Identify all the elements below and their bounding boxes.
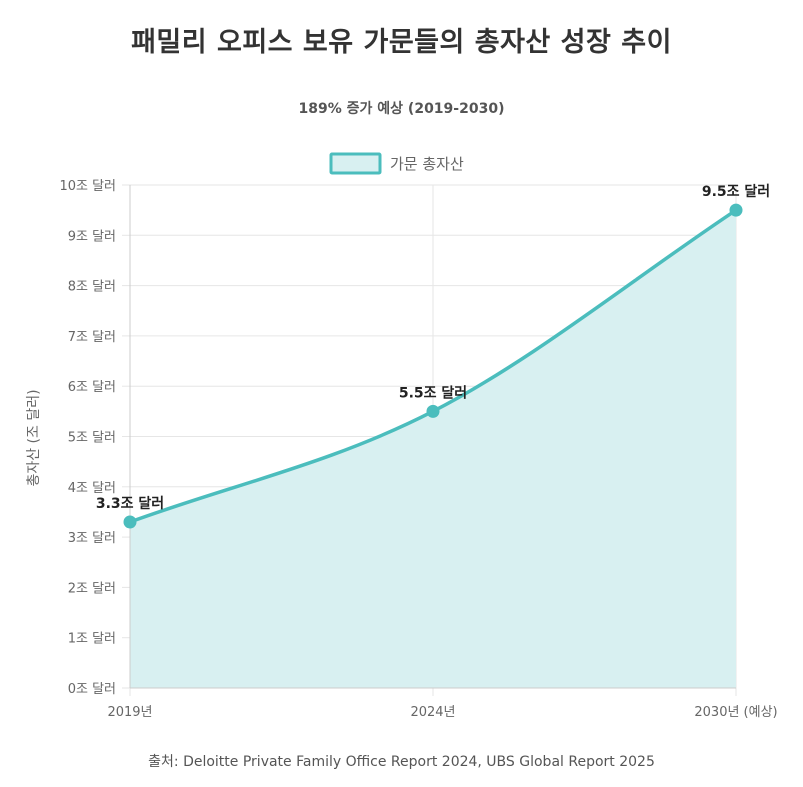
data-label: 3.3조 달러 bbox=[96, 496, 164, 512]
data-points bbox=[123, 203, 743, 529]
y-tick-label: 4조 달러 bbox=[68, 481, 116, 496]
y-tick-label: 8조 달러 bbox=[68, 280, 116, 295]
y-tick-label: 7조 달러 bbox=[68, 330, 116, 345]
y-tick-label: 0조 달러 bbox=[68, 682, 116, 697]
legend-swatch[interactable] bbox=[329, 152, 382, 175]
y-tick-label: 3조 달러 bbox=[68, 531, 116, 546]
data-label: 9.5조 달러 bbox=[702, 184, 770, 200]
x-tick-label: 2024년 bbox=[410, 705, 455, 720]
y-axis-title: 총자산 (조 달러) bbox=[26, 389, 42, 486]
data-point[interactable] bbox=[729, 203, 743, 217]
legend[interactable]: 가문 총자산 bbox=[329, 152, 464, 175]
x-tick-label: 2019년 bbox=[107, 705, 152, 720]
y-tick-label: 5조 달러 bbox=[68, 431, 116, 446]
data-label: 5.5조 달러 bbox=[399, 385, 467, 401]
y-tick-label: 1조 달러 bbox=[68, 632, 116, 647]
data-labels: 3.3조 달러 5.5조 달러 9.5조 달러 bbox=[96, 184, 770, 512]
data-point[interactable] bbox=[123, 515, 137, 529]
y-tick-label: 10조 달러 bbox=[59, 179, 116, 194]
x-tick-labels: 2019년 2024년 2030년 (예상) bbox=[107, 705, 777, 720]
legend-label[interactable]: 가문 총자산 bbox=[390, 155, 464, 173]
y-tick-label: 9조 달러 bbox=[68, 229, 116, 244]
y-tick-labels: 0조 달러 1조 달러 2조 달러 3조 달러 4조 달러 5조 달러 6조 달러 7조 달러… bbox=[59, 179, 116, 697]
series-area-fill bbox=[130, 210, 736, 688]
chart-subtitle: 189% 증가 예상 (2019-2030) bbox=[298, 101, 505, 117]
data-point[interactable] bbox=[426, 404, 440, 418]
source-note: 출처: Deloitte Private Family Office Repor… bbox=[148, 754, 655, 770]
chart-title: 패밀리 오피스 보유 가문들의 총자산 성장 추이 bbox=[131, 27, 672, 58]
axes bbox=[129, 185, 736, 689]
y-tick-label: 2조 달러 bbox=[68, 581, 116, 596]
x-tick-label: 2030년 (예상) bbox=[694, 705, 777, 720]
y-tick-label: 6조 달러 bbox=[68, 380, 116, 395]
